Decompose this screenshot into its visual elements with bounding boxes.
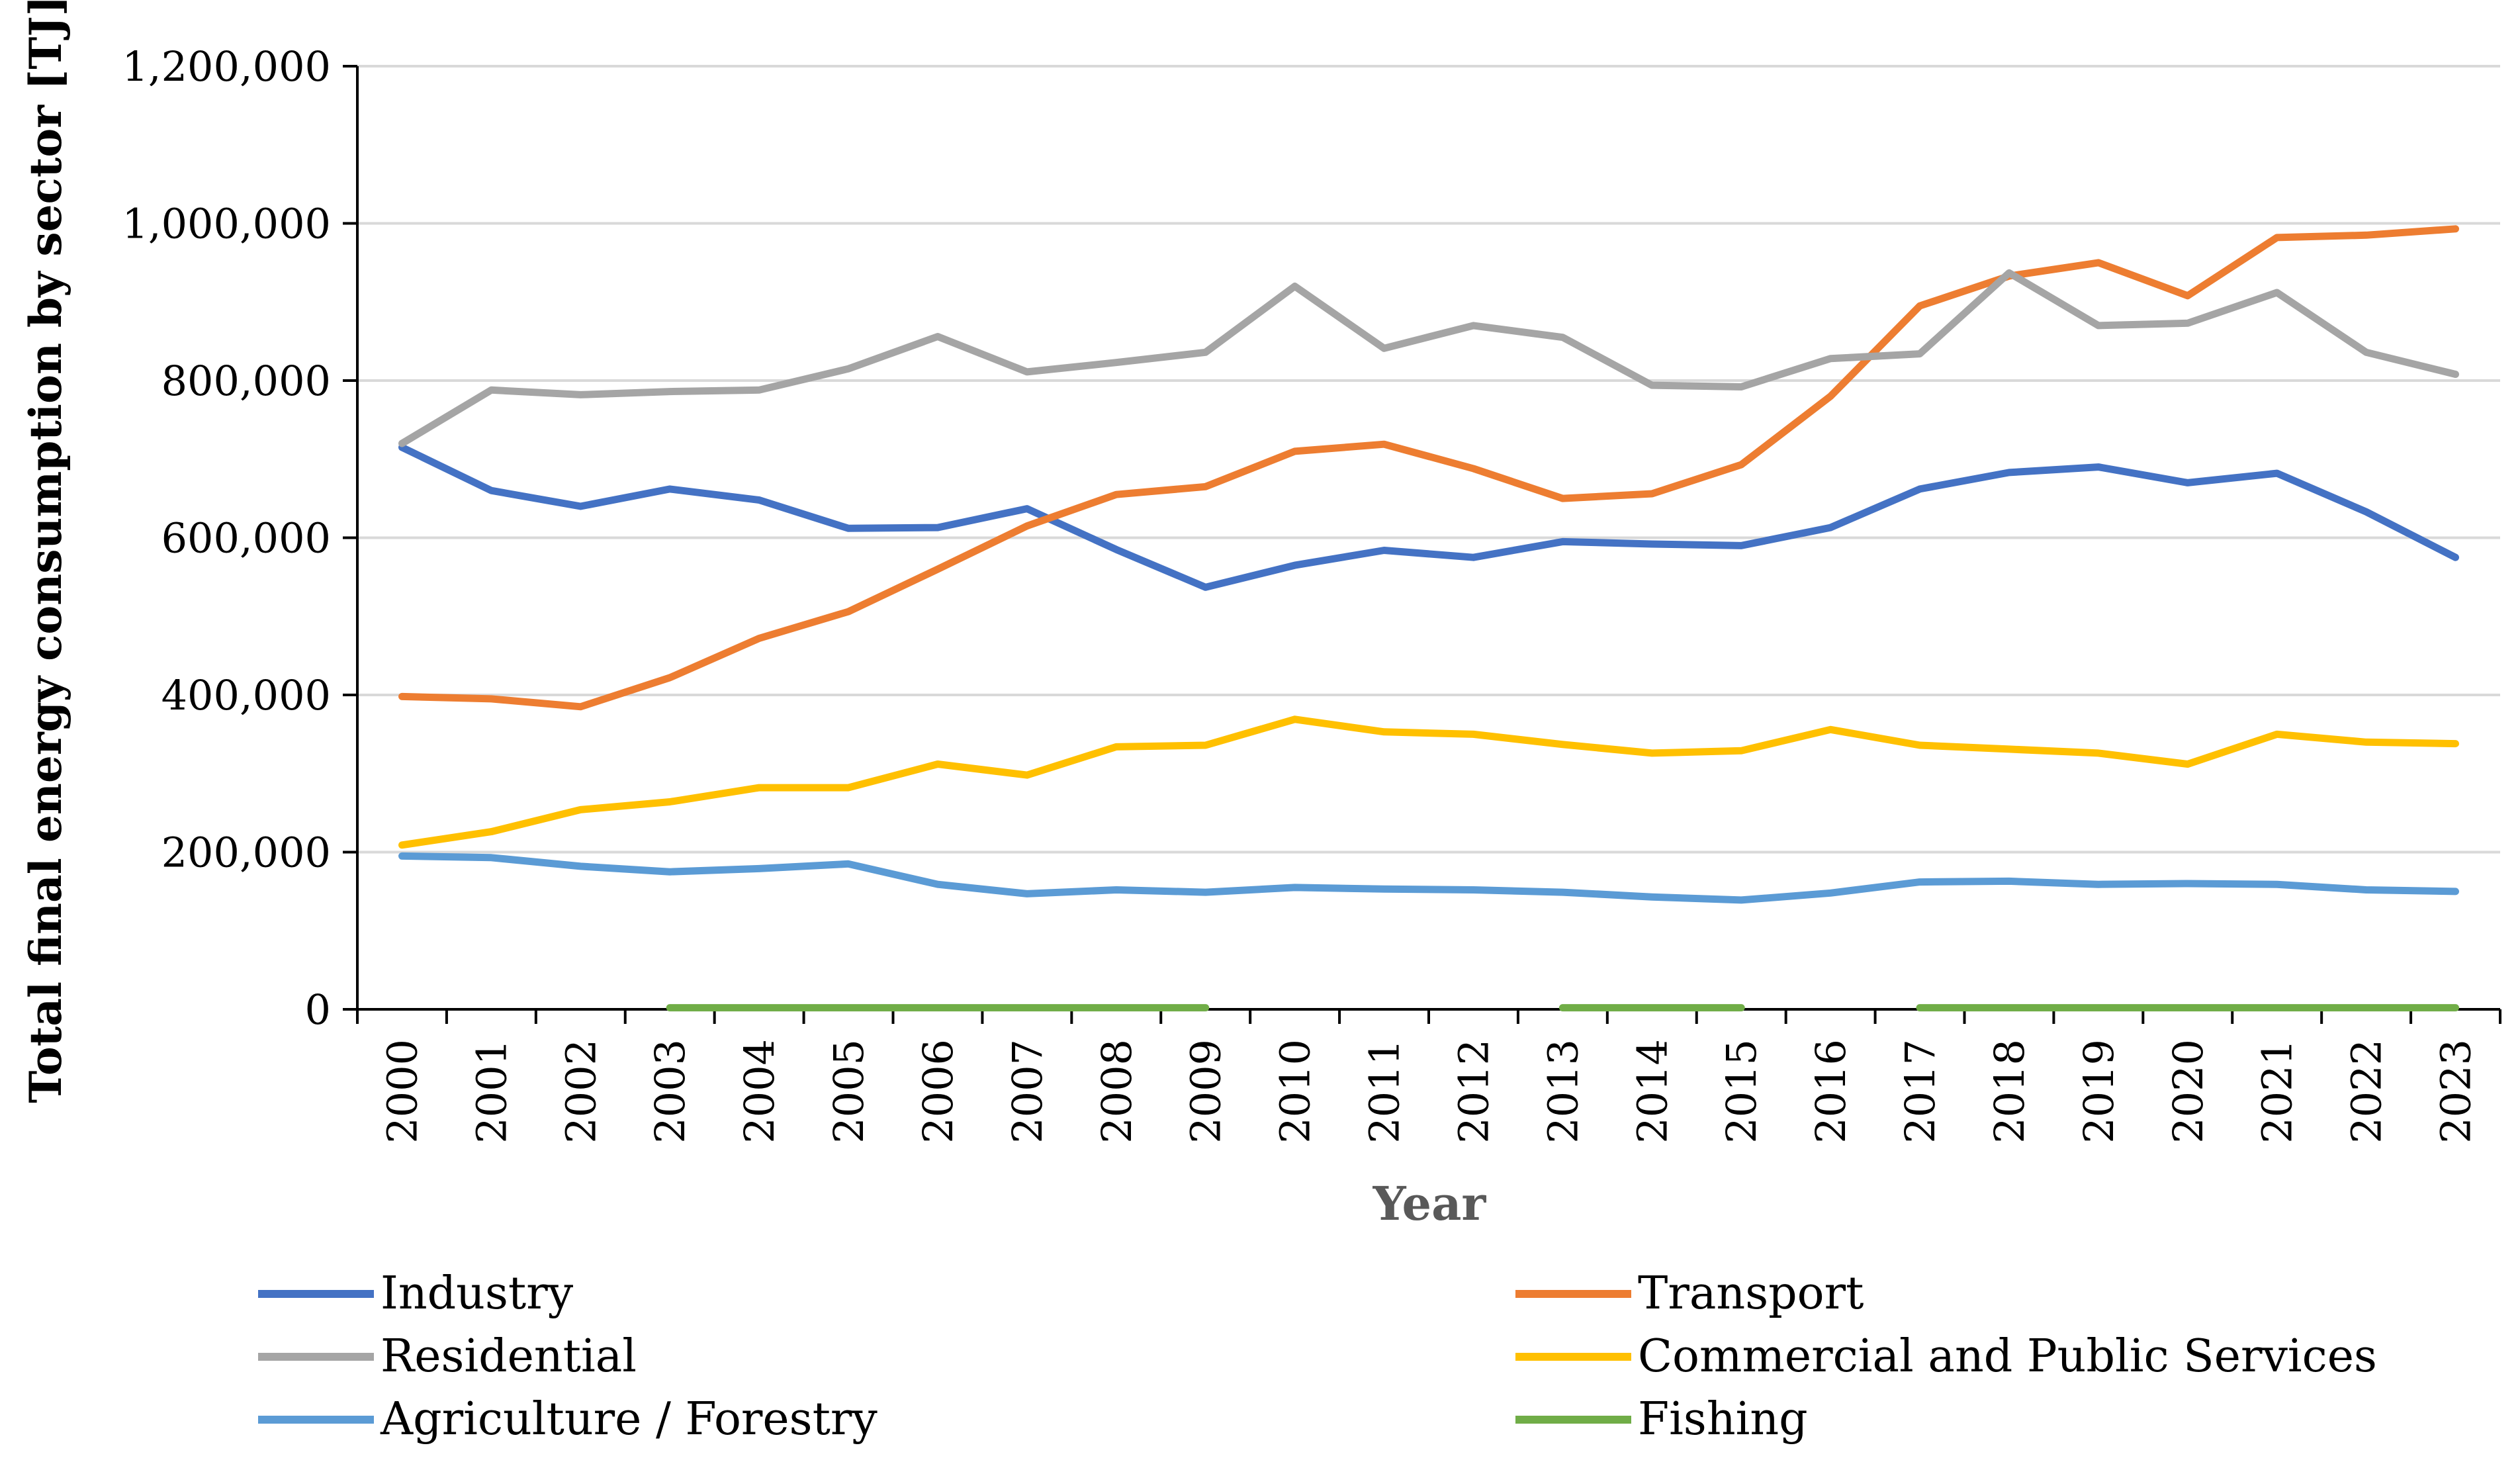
y-tick-label: 0 bbox=[305, 985, 331, 1034]
x-tick-label: 2015 bbox=[1717, 1039, 1766, 1144]
x-tick-label: 2022 bbox=[2343, 1039, 2391, 1144]
x-tick-label: 2017 bbox=[1896, 1039, 1944, 1144]
x-tick-label: 2008 bbox=[1093, 1039, 1141, 1144]
x-tick-label: 2005 bbox=[825, 1039, 873, 1144]
x-tick-label: 2021 bbox=[2253, 1039, 2302, 1144]
y-tick-label: 400,000 bbox=[161, 671, 331, 719]
y-tick-label: 200,000 bbox=[161, 829, 331, 877]
x-tick-label: 2019 bbox=[2075, 1039, 2123, 1144]
x-tick-label: 2006 bbox=[914, 1039, 962, 1144]
x-tick-label: 2004 bbox=[735, 1039, 784, 1144]
x-tick-label: 2016 bbox=[1807, 1039, 1855, 1144]
series-line-agriculture-forestry bbox=[398, 852, 2459, 904]
y-tick-label: 600,000 bbox=[161, 514, 331, 563]
y-tick-label: 1,000,000 bbox=[122, 200, 331, 248]
legend-label: Industry bbox=[381, 1267, 574, 1320]
series-line-industry bbox=[398, 443, 2459, 591]
legend-label: Transport bbox=[1638, 1267, 1864, 1320]
tick-labels: 0 200,000 400,000 600,000 800,000 1,000,000 1,… bbox=[122, 42, 2480, 1144]
series-line-transport bbox=[398, 225, 2459, 711]
x-tick-label: 2002 bbox=[557, 1039, 605, 1144]
y-tick-label: 800,000 bbox=[161, 357, 331, 405]
legend-label: Commercial and Public Services bbox=[1638, 1330, 2377, 1383]
x-tick-label: 2014 bbox=[1628, 1039, 1676, 1144]
x-tick-label: 2007 bbox=[1003, 1039, 1052, 1144]
x-tick-label: 2000 bbox=[378, 1039, 426, 1144]
y-tick-label: 1,200,000 bbox=[122, 42, 331, 91]
x-tick-label: 2023 bbox=[2432, 1039, 2480, 1144]
x-tick-label: 2012 bbox=[1449, 1039, 1498, 1144]
legend-label: Agriculture / Forestry bbox=[380, 1393, 878, 1445]
x-tick-label: 2001 bbox=[467, 1039, 516, 1144]
x-tick-label: 2013 bbox=[1539, 1039, 1587, 1144]
gridlines bbox=[357, 65, 2500, 854]
x-tick-label: 2020 bbox=[2164, 1039, 2212, 1144]
x-tick-label: 2011 bbox=[1361, 1039, 1409, 1144]
legend: Industry Transport Residential Commercial a… bbox=[258, 1267, 2377, 1445]
series-line-commercial-and-public-services bbox=[398, 715, 2459, 849]
x-tick-label: 2003 bbox=[646, 1039, 694, 1144]
x-tick-label: 2009 bbox=[1182, 1039, 1230, 1144]
x-tick-label: 2010 bbox=[1271, 1039, 1320, 1144]
x-axis-title: Year bbox=[1372, 1176, 1487, 1231]
x-tick-label: 2018 bbox=[1985, 1039, 2034, 1144]
series-line-residential bbox=[398, 269, 2459, 447]
legend-label: Fishing bbox=[1638, 1393, 1808, 1445]
y-axis-title: Total final energy consumption by sector… bbox=[20, 0, 71, 1103]
series-lines bbox=[398, 225, 2459, 1012]
legend-label: Residential bbox=[381, 1330, 637, 1383]
